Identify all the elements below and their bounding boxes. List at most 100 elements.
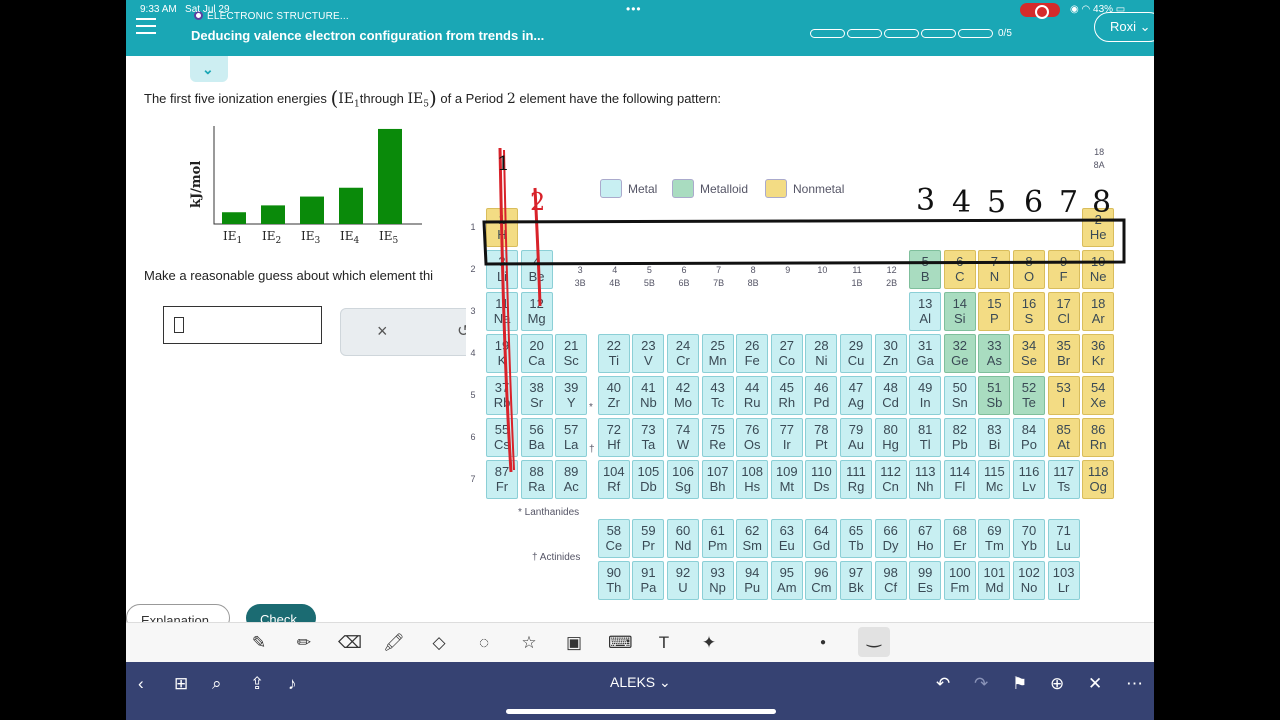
element-k[interactable]: 19 K [486, 334, 518, 373]
element-rf[interactable]: 104 Rf [597, 460, 630, 499]
element-ar[interactable]: 18 Ar [1082, 292, 1115, 331]
element-sn[interactable]: 50 Sn [943, 376, 976, 415]
element-os[interactable]: 76 Os [736, 418, 769, 457]
shapes-icon[interactable]: ◇ [432, 633, 446, 652]
element-se[interactable]: 34 Se [1013, 334, 1045, 373]
element-fl[interactable]: 114 Fl [943, 460, 976, 499]
element-bk[interactable]: 97 Bk [840, 560, 872, 600]
element-re[interactable]: 75 Re [701, 418, 734, 457]
element-rg[interactable]: 111 Rg [840, 460, 872, 499]
text-recognition-icon[interactable]: ✎ [251, 633, 267, 652]
element-fr[interactable]: 87 Fr [486, 460, 518, 499]
element-nh[interactable]: 113 Nh [909, 460, 942, 499]
element-br[interactable]: 35 Br [1047, 334, 1080, 373]
element-mg[interactable]: 12 Mg [520, 292, 553, 331]
element-hs[interactable]: 108 Hs [736, 460, 769, 499]
microphone-icon[interactable]: ♪ [288, 674, 297, 693]
element-li[interactable]: 3 Li [486, 250, 518, 289]
element-pt[interactable]: 78 Pt [805, 418, 838, 457]
element-ge[interactable]: 32 Ge [943, 334, 976, 373]
element-ts[interactable]: 117 Ts [1047, 460, 1080, 499]
answer-input[interactable] [163, 306, 322, 344]
element-sb[interactable]: 51 Sb [978, 376, 1011, 415]
element-lr[interactable]: 103 Lr [1047, 560, 1080, 600]
element-cf[interactable]: 98 Cf [874, 560, 907, 600]
element-fm[interactable]: 100 Fm [943, 560, 976, 600]
laser-pointer-icon[interactable]: ✦ [701, 633, 717, 652]
eraser-icon[interactable]: ⌫ [338, 633, 363, 652]
element-cu[interactable]: 29 Cu [840, 334, 872, 373]
element-sc[interactable]: 21 Sc [555, 334, 588, 373]
element-al[interactable]: 13 Al [909, 292, 942, 331]
element-pu[interactable]: 94 Pu [736, 560, 769, 600]
element-la[interactable]: 57 La [555, 418, 588, 457]
element-au[interactable]: 79 Au [840, 418, 872, 457]
element-bh[interactable]: 107 Bh [701, 460, 734, 499]
element-mo[interactable]: 42 Mo [667, 376, 699, 415]
keyboard-icon[interactable]: ⌨ [608, 633, 633, 652]
element-es[interactable]: 99 Es [909, 560, 942, 600]
collapse-tab[interactable]: ⌄ [190, 56, 228, 82]
element-pb[interactable]: 82 Pb [943, 418, 976, 457]
element-er[interactable]: 68 Er [943, 518, 976, 558]
element-xe[interactable]: 54 Xe [1082, 376, 1115, 415]
element-lu[interactable]: 71 Lu [1047, 518, 1080, 558]
element-yb[interactable]: 70 Yb [1013, 518, 1045, 558]
clear-button[interactable]: × [377, 321, 388, 341]
element-ag[interactable]: 47 Ag [840, 376, 872, 415]
screen-record-icon[interactable] [1020, 3, 1060, 19]
element-v[interactable]: 23 V [632, 334, 665, 373]
element-p[interactable]: 15 P [978, 292, 1011, 331]
element-tl[interactable]: 81 Tl [909, 418, 942, 457]
sticker-icon[interactable]: ☆ [521, 633, 537, 652]
element-mc[interactable]: 115 Mc [978, 460, 1011, 499]
app-name[interactable]: ALEKS ⌄ [610, 674, 671, 690]
element-mn[interactable]: 25 Mn [701, 334, 734, 373]
element-sg[interactable]: 106 Sg [667, 460, 699, 499]
lasso-icon[interactable]: ◌ [478, 633, 490, 652]
home-indicator[interactable] [506, 709, 776, 714]
pen-size-small-icon[interactable]: ● [819, 637, 827, 648]
element-co[interactable]: 27 Co [770, 334, 803, 373]
element-tm[interactable]: 69 Tm [978, 518, 1011, 558]
element-ds[interactable]: 110 Ds [805, 460, 838, 499]
element-i[interactable]: 53 I [1047, 376, 1080, 415]
element-og[interactable]: 118 Og [1082, 460, 1115, 499]
element-ce[interactable]: 58 Ce [597, 518, 630, 558]
element-be[interactable]: 4 Be [520, 250, 553, 289]
element-db[interactable]: 105 Db [632, 460, 665, 499]
element-hg[interactable]: 80 Hg [874, 418, 907, 457]
share-icon[interactable]: ⇪ [250, 674, 265, 693]
add-page-icon[interactable]: ⊕ [1050, 674, 1065, 693]
element-bi[interactable]: 83 Bi [978, 418, 1011, 457]
element-pd[interactable]: 46 Pd [805, 376, 838, 415]
element-w[interactable]: 74 W [667, 418, 699, 457]
element-mt[interactable]: 109 Mt [770, 460, 803, 499]
element-s[interactable]: 16 S [1013, 292, 1045, 331]
multitask-dots-icon[interactable]: ••• [626, 2, 642, 16]
element-kr[interactable]: 36 Kr [1082, 334, 1115, 373]
element-nd[interactable]: 60 Nd [667, 518, 699, 558]
element-cr[interactable]: 24 Cr [667, 334, 699, 373]
element-ac[interactable]: 89 Ac [555, 460, 588, 499]
pen-icon[interactable]: ✏ [296, 633, 312, 652]
element-ca[interactable]: 20 Ca [520, 334, 553, 373]
element-rb[interactable]: 37 Rb [486, 376, 518, 415]
more-icon[interactable]: ⋯ [1126, 674, 1143, 693]
text-box-icon[interactable]: T [658, 633, 670, 652]
element-hf[interactable]: 72 Hf [597, 418, 630, 457]
element-ru[interactable]: 44 Ru [736, 376, 769, 415]
element-fe[interactable]: 26 Fe [736, 334, 769, 373]
element-dy[interactable]: 66 Dy [874, 518, 907, 558]
element-cs[interactable]: 55 Cs [486, 418, 518, 457]
search-icon[interactable]: ⌕ [212, 674, 222, 693]
element-ni[interactable]: 28 Ni [805, 334, 838, 373]
element-na[interactable]: 11 Na [486, 292, 518, 331]
element-in[interactable]: 49 In [909, 376, 942, 415]
element-eu[interactable]: 63 Eu [770, 518, 803, 558]
element-nb[interactable]: 41 Nb [632, 376, 665, 415]
